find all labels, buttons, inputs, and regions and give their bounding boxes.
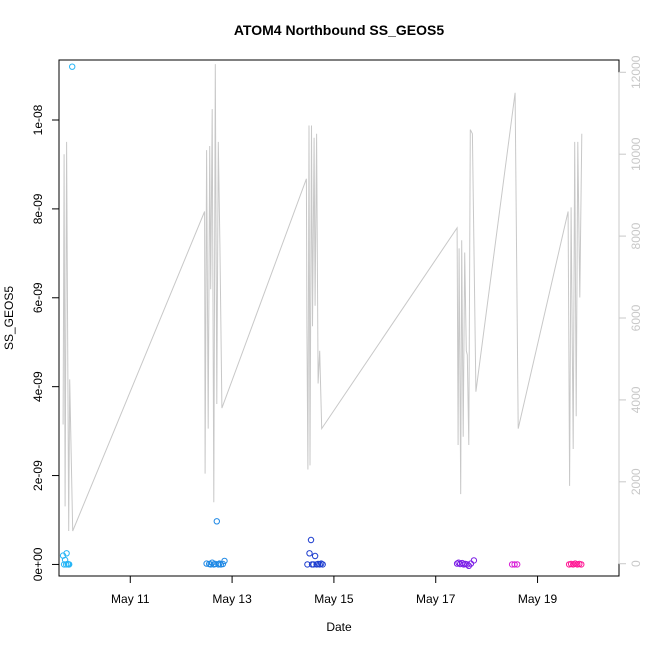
- data-point: [304, 561, 311, 568]
- data-point: [207, 561, 214, 568]
- y-tick-label: 2e-09: [31, 460, 45, 491]
- right-y-tick-label: 2000: [629, 468, 643, 495]
- right-y-tick-label: 10000: [629, 137, 643, 171]
- line-series-layer: [62, 64, 583, 532]
- right-y-tick-label: 8000: [629, 222, 643, 249]
- x-tick-label: May 15: [314, 592, 354, 606]
- right-y-tick-label: 4000: [629, 386, 643, 413]
- data-point: [219, 560, 227, 568]
- data-point: [511, 561, 518, 568]
- data-point: [209, 559, 216, 566]
- x-tick-label: May 19: [518, 592, 558, 606]
- y-tick-label: 8e-09: [31, 193, 45, 224]
- data-point: [319, 561, 326, 568]
- y-tick-label: 6e-09: [31, 282, 45, 313]
- x-tick-label: May 13: [212, 592, 252, 606]
- data-point: [63, 550, 70, 557]
- y-tick-label: 0e+00: [31, 547, 45, 581]
- plot-frame: [58, 59, 620, 577]
- y-axis-label: SS_GEOS5: [2, 286, 16, 350]
- data-point: [464, 561, 471, 568]
- data-point: [470, 557, 478, 564]
- line-series-6: [62, 64, 583, 532]
- data-point: [310, 561, 317, 568]
- y-tick-label: 4e-09: [31, 371, 45, 402]
- data-point: [514, 561, 521, 568]
- x-tick-label: May 17: [416, 592, 456, 606]
- data-point: [578, 561, 585, 568]
- right-y-tick-label: 6000: [629, 304, 643, 331]
- right-y-tick-label: 0: [629, 560, 643, 567]
- right-y-axis: 0 2000 4000 6000 8000 10000 12000: [618, 55, 643, 567]
- data-point: [311, 552, 319, 560]
- y-axis: 0e+00 2e-09 4e-09 6e-09 8e-09 1e-08: [31, 104, 60, 581]
- data-point: [66, 561, 73, 568]
- data-point: [69, 63, 76, 70]
- points-layer: [59, 63, 585, 569]
- x-axis-label: Date: [326, 620, 352, 634]
- right-y-tick-label: 12000: [629, 55, 643, 89]
- data-point: [306, 550, 313, 557]
- chart-title: ATOM4 Northbound SS_GEOS5: [234, 22, 444, 38]
- x-axis: May 11 May 13 May 15 May 17 May 19: [111, 575, 558, 606]
- data-point: [221, 557, 228, 565]
- y-tick-label: 1e-08: [31, 104, 45, 135]
- data-point: [213, 518, 221, 525]
- data-point: [307, 536, 315, 544]
- x-tick-label: May 11: [111, 592, 150, 606]
- data-point: [215, 561, 222, 568]
